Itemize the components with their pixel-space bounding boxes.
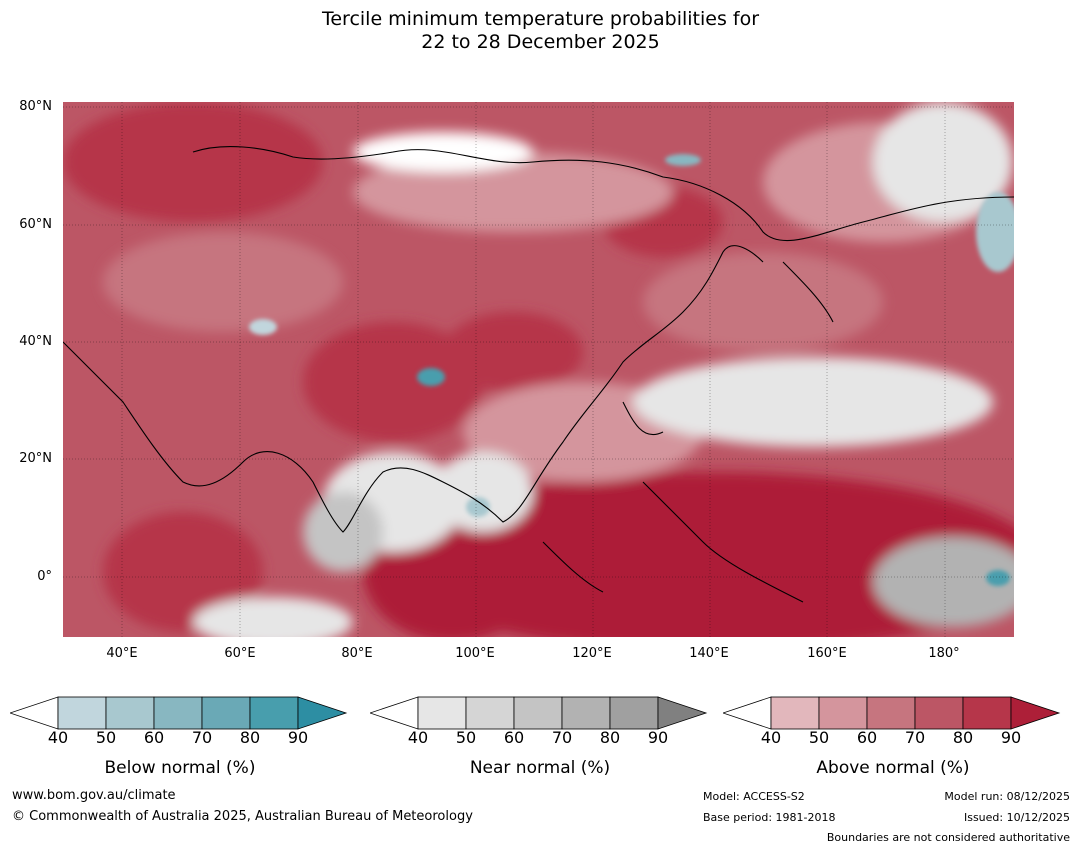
colorbar-segment bbox=[914, 696, 964, 730]
region-bering-blue bbox=[976, 192, 1014, 272]
colorbar-segment bbox=[105, 696, 155, 730]
legend-near-normal: Near normal (%) 40 50 60 70 80 90 bbox=[370, 695, 710, 785]
title-line-1: Tercile minimum temperature probabilitie… bbox=[321, 8, 760, 30]
colorbar-right-extend bbox=[1010, 696, 1061, 730]
region-europe-high bbox=[63, 102, 323, 222]
region-indian-ocean-grey bbox=[193, 597, 353, 637]
colorbar-left-extend bbox=[723, 696, 772, 730]
colorbar-segment bbox=[770, 696, 820, 730]
region-indochina-grey bbox=[433, 452, 533, 532]
colorbar-tick-label: 80 bbox=[239, 728, 261, 747]
colorbar-below bbox=[10, 696, 348, 730]
colorbar-right-extend bbox=[297, 696, 348, 730]
legend-above-label: Above normal (%) bbox=[816, 758, 970, 778]
colorbar-tick-label: 50 bbox=[808, 728, 830, 747]
lon-label-60e: 60°E bbox=[224, 646, 256, 661]
model-text: Model: ACCESS-S2 bbox=[703, 790, 805, 803]
map-canvas bbox=[63, 102, 1014, 637]
lon-label-80e: 80°E bbox=[341, 646, 373, 661]
colorbar-tick-label: 60 bbox=[503, 728, 525, 747]
lat-label-20n: 20°N bbox=[19, 451, 52, 466]
colorbar-tick-label: 50 bbox=[455, 728, 477, 747]
colorbar-tick-label: 40 bbox=[760, 728, 782, 747]
colorbar-tick-label: 70 bbox=[191, 728, 213, 747]
website-link[interactable]: www.bom.gov.au/climate bbox=[12, 788, 176, 803]
colorbar-segment bbox=[818, 696, 868, 730]
colorbar-tick-label: 70 bbox=[551, 728, 573, 747]
colorbar-near bbox=[370, 696, 708, 730]
lon-label-100e: 100°E bbox=[455, 646, 495, 661]
colorbar-segment bbox=[249, 696, 299, 730]
colorbar-segment bbox=[417, 696, 467, 730]
colorbar-left-extend bbox=[370, 696, 419, 730]
colorbar-right-extend bbox=[657, 696, 708, 730]
region-pacific-blue bbox=[986, 570, 1010, 586]
lat-label-40n: 40°N bbox=[19, 334, 52, 349]
region-north-pacific-grey bbox=[633, 357, 993, 447]
region-kazakhstan-mid bbox=[103, 232, 343, 332]
colorbar-tick-label: 80 bbox=[952, 728, 974, 747]
colorbar-segment bbox=[465, 696, 515, 730]
lon-label-140e: 140°E bbox=[689, 646, 729, 661]
region-tibet-blue bbox=[417, 368, 445, 386]
region-arabian-high bbox=[103, 512, 263, 632]
colorbar-segment bbox=[201, 696, 251, 730]
region-siberia-blue bbox=[665, 154, 701, 166]
colorbar-segment bbox=[153, 696, 203, 730]
lon-label-180: 180° bbox=[928, 646, 960, 661]
colorbar-tick-label: 40 bbox=[407, 728, 429, 747]
legend-below-normal: Below normal (%) 40 50 60 70 80 90 bbox=[10, 695, 350, 785]
colorbar-tick-label: 80 bbox=[599, 728, 621, 747]
copyright-text: © Commonwealth of Australia 2025, Austra… bbox=[12, 809, 473, 824]
region-south-pacific-grey bbox=[873, 537, 1014, 627]
colorbar-segment bbox=[866, 696, 916, 730]
legend-near-label: Near normal (%) bbox=[469, 758, 611, 778]
colorbar-segment bbox=[609, 696, 659, 730]
region-pacific-high bbox=[383, 472, 1014, 637]
colorbar-tick-label: 90 bbox=[287, 728, 309, 747]
colorbar-segment bbox=[962, 696, 1012, 730]
colorbar-segment bbox=[561, 696, 611, 730]
colorbar-segment bbox=[57, 696, 107, 730]
lon-label-120e: 120°E bbox=[572, 646, 612, 661]
colorbar-tick-label: 50 bbox=[95, 728, 117, 747]
colorbar-above bbox=[723, 696, 1061, 730]
chart-title: Tercile minimum temperature probabilitie… bbox=[0, 8, 1081, 54]
boundaries-note: Boundaries are not considered authoritat… bbox=[826, 831, 1070, 844]
legend-above-normal: Above normal (%) 40 50 60 70 80 90 bbox=[723, 695, 1063, 785]
colorbar-tick-label: 90 bbox=[647, 728, 669, 747]
lon-label-160e: 160°E bbox=[807, 646, 847, 661]
colorbar-tick-label: 90 bbox=[1000, 728, 1022, 747]
region-thailand-blue bbox=[466, 497, 490, 517]
lon-label-40e: 40°E bbox=[106, 646, 138, 661]
colorbar-left-extend bbox=[10, 696, 59, 730]
title-line-2: 22 to 28 December 2025 bbox=[421, 31, 660, 53]
probability-map bbox=[63, 102, 1014, 637]
colorbar-tick-label: 60 bbox=[143, 728, 165, 747]
region-central-asia-blue bbox=[249, 319, 277, 335]
colorbar-tick-label: 60 bbox=[856, 728, 878, 747]
region-mongolia-high bbox=[443, 312, 583, 392]
legend-below-label: Below normal (%) bbox=[104, 758, 256, 778]
coastlines bbox=[63, 146, 1014, 603]
base-period-text: Base period: 1981-2018 bbox=[703, 811, 836, 824]
colorbar-tick-label: 40 bbox=[47, 728, 69, 747]
lat-label-80n: 80°N bbox=[19, 99, 52, 114]
region-tibet-high bbox=[303, 322, 483, 442]
lat-label-0: 0° bbox=[37, 569, 52, 584]
region-bering-grey bbox=[873, 102, 1013, 222]
issued-text: Issued: 10/12/2025 bbox=[963, 811, 1070, 824]
colorbar-tick-label: 70 bbox=[904, 728, 926, 747]
colorbar-segment bbox=[513, 696, 563, 730]
lat-label-60n: 60°N bbox=[19, 217, 52, 232]
graticule bbox=[63, 102, 1014, 637]
model-run-text: Model run: 08/12/2025 bbox=[944, 790, 1070, 803]
region-okhotsk-mid bbox=[643, 252, 883, 352]
